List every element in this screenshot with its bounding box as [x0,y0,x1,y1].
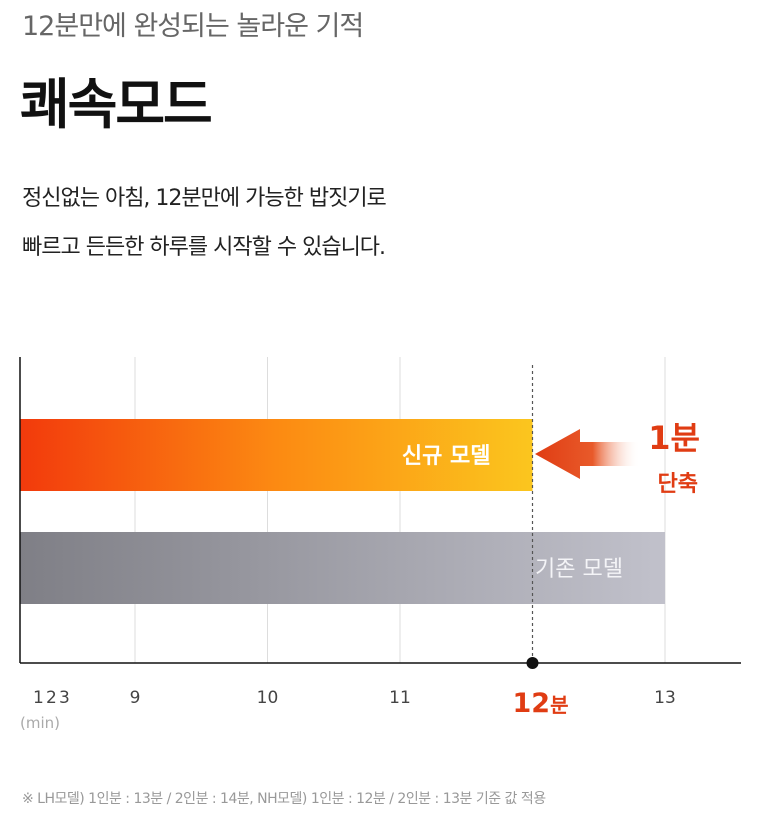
bar-old-model [20,532,665,604]
bar-label-new-model: 신규 모델 [402,444,491,469]
footnote: ※ LH모델) 1인분 : 13분 / 2인분 : 14분, NH모델) 1인분… [22,791,546,807]
tick-label-10: 10 [257,688,279,708]
reference-dot [526,657,539,669]
bar-new-model [20,419,533,491]
axes [19,357,741,669]
tick-label-11: 11 [389,688,411,708]
tick-label-12: 12분 [513,688,569,719]
tick-label-1: 1 [33,688,44,708]
x-unit-label: (min) [20,714,60,732]
tick-unit-12: 분 [550,693,568,717]
tick-label-3: 3 [59,688,70,708]
reduction-arrow [535,429,640,479]
description-line-2: 빠르고 든든한 하루를 시작할 수 있습니다. [22,235,386,260]
annotation-line-2: 단축 [658,472,698,497]
description-line-1: 정신없는 아침, 12분만에 가능한 밥짓기로 [22,186,387,211]
tick-labels: 1 2 3 9 10 11 12분 13 (min) [20,688,676,732]
tick-label-9: 9 [130,688,141,708]
grid-lines [134,357,666,663]
tick-label-2: 2 [46,688,57,708]
subtitle: 12분만에 완성되는 놀라운 기적 [22,11,364,42]
page-title: 쾌속모드 [20,73,213,136]
tick-label-13: 13 [654,688,676,708]
annotation-line-1: 1분 [648,419,700,457]
bar-label-old-model: 기존 모델 [535,557,623,582]
